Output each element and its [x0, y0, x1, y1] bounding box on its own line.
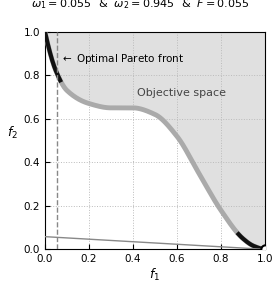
Text: $\omega_1 = 0.055$  &  $\omega_2 = 0.945$  &  $F = 0.055$: $\omega_1 = 0.055$ & $\omega_2 = 0.945$ … — [31, 0, 249, 11]
Text: Objective space: Objective space — [137, 88, 226, 98]
Text: $\leftarrow$ Optimal Pareto front: $\leftarrow$ Optimal Pareto front — [60, 52, 185, 66]
Y-axis label: $f_2$: $f_2$ — [7, 124, 18, 140]
X-axis label: $f_1$: $f_1$ — [149, 267, 160, 283]
